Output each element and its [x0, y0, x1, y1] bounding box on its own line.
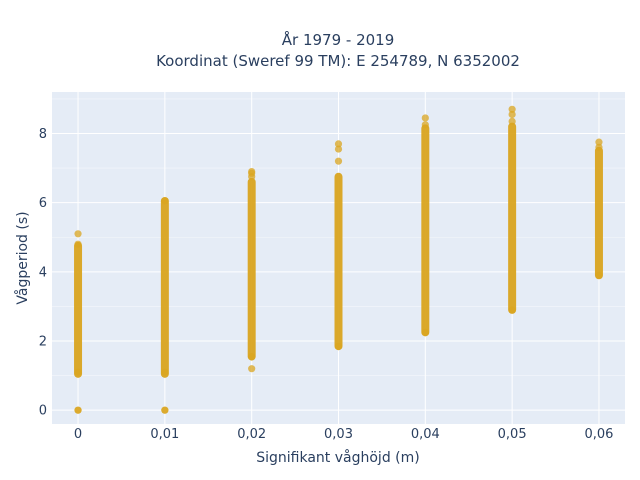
y-axis-title: Vågperiod (s): [14, 211, 31, 304]
data-point-3-2: [334, 145, 343, 153]
y-tick-label: 6: [39, 196, 47, 211]
data-point-1-3: [161, 197, 169, 205]
data-point-6-0: [595, 271, 603, 279]
data-point-4-0: [421, 328, 429, 336]
data-point-1-2: [161, 368, 169, 376]
data-point-0-4: [74, 230, 82, 238]
x-tick-label: 0,06: [584, 427, 613, 442]
data-point-6-2: [595, 138, 603, 146]
data-point-5-1: [508, 117, 516, 125]
data-points: [74, 105, 603, 414]
data-point-1-1: [161, 406, 169, 414]
x-tick-label: 0,01: [150, 427, 179, 442]
data-point-6-1: [595, 143, 603, 151]
x-tick-label: 0: [74, 427, 82, 442]
y-tick-label: 8: [39, 127, 47, 142]
x-tick-label: 0,02: [237, 427, 266, 442]
data-point-4-1: [421, 121, 429, 129]
data-point-4-2: [421, 114, 429, 122]
y-tick-label: 4: [39, 265, 47, 280]
data-point-0-1: [74, 406, 82, 414]
data-point-3-1: [334, 157, 343, 165]
x-axis-title: Signifikant våghöjd (m): [256, 449, 419, 466]
tick-labels: 0 0,01 0,02 0,03 0,04 0,05 0,06 0 2 4 6 8: [39, 127, 614, 442]
x-tick-label: 0,04: [411, 427, 440, 442]
data-point-0-3: [74, 240, 82, 248]
data-point-3-0: [334, 342, 343, 350]
y-tick-label: 0: [39, 404, 47, 419]
data-point-5-2: [508, 110, 516, 119]
data-point-3-3: [334, 140, 343, 148]
data-point-5-3: [508, 105, 516, 113]
x-tick-label: 0,03: [324, 427, 353, 442]
chart-title: År 1979 - 2019: [282, 30, 395, 49]
data-point-2-1: [248, 352, 256, 361]
data-point-2-0: [248, 365, 256, 373]
data-point-0-2: [74, 368, 82, 376]
x-tick-label: 0,05: [498, 427, 527, 442]
data-point-2-4: [248, 167, 256, 176]
y-tick-label: 2: [39, 335, 47, 350]
chart-subtitle: Koordinat (Sweref 99 TM): E 254789, N 63…: [156, 52, 520, 70]
data-point-5-0: [508, 306, 516, 314]
